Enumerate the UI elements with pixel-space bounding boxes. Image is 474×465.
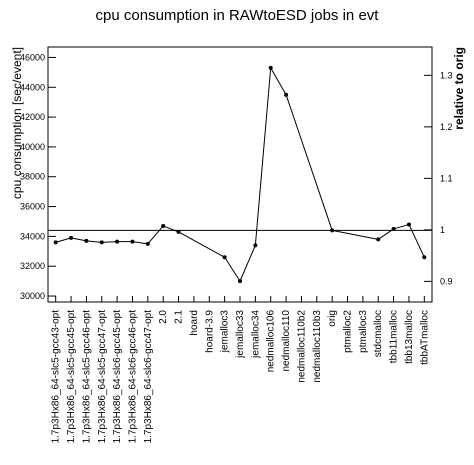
y-tick-label: 36000 [20,202,45,212]
y-tick-label: 30000 [20,291,45,301]
y-tick-label: 32000 [20,261,45,271]
point [284,92,289,97]
point [406,222,411,227]
line-segment [254,67,272,246]
line-segment [239,245,256,282]
point [130,239,135,244]
x-tick-label: hoard [189,310,200,336]
x-tick-label: 1.7p3Hx86_64-slc6-gcc46-opt [127,310,138,444]
line-segment [163,225,179,233]
x-tick-label: tbb11malloc [389,310,400,363]
line-segment [285,94,333,231]
point [268,65,273,70]
line-segment [377,228,394,240]
x-tick-label: stdcmalloc [373,310,384,357]
x-tick-label: jemalloc3 [220,310,231,354]
x-tick-label: ptmalloc3 [358,310,369,353]
line-segment [408,224,425,258]
y2-tick-label: 1.2 [440,122,453,132]
point [115,239,120,244]
y-tick-label: 42000 [20,112,45,122]
line-segment [178,231,225,258]
point [53,240,58,245]
x-tick-label: 1.7p3Hx86_64-slc5-gcc47-opt [97,310,108,444]
x-tick-label: tbbATmalloc [419,310,430,365]
x-tick-label: nedmalloc110b3 [312,310,323,383]
x-tick-label: jemalloc34 [250,310,261,359]
line-segment [101,241,118,243]
plot-frame [47,46,433,303]
y-tick-label: 46000 [20,52,45,62]
point [422,255,427,260]
x-tick-label: 1.7p3Hx86_64-slc5-gcc46-opt [81,310,92,444]
point [145,241,150,246]
y-axis-title: cpu consumption [sec/event] [10,47,24,199]
x-tick-label: orig [327,310,338,327]
point [161,223,166,228]
x-tick-label: tbb13malloc [404,310,415,364]
x-tick-label: 2.0 [158,310,169,324]
point [253,243,258,248]
line-segment [147,225,164,245]
line-segment [132,241,148,245]
point [376,237,381,242]
line-segment [86,240,102,243]
point [99,240,104,245]
x-tick-label: 1.7p3Hx86_64-slc6-gcc47-opt [143,310,154,444]
y-tick-label: 34000 [20,231,45,241]
x-tick-label: jemalloc33 [235,310,246,359]
line-segment [332,229,379,240]
y2-tick-label: 0.9 [440,276,453,286]
point [176,229,181,234]
x-tick-label: nedmalloc110b2 [296,310,307,383]
x-tick-label: nedmalloc110 [281,310,292,372]
point [69,235,74,240]
x-tick-label: 2.1 [174,310,185,324]
y-tick-label: 40000 [20,142,45,152]
point [391,226,396,231]
chart-title: cpu consumption in RAWtoESD jobs in evt [96,7,380,24]
y-tick-label: 38000 [20,172,45,182]
x-tick-label: 1.7p3Hx86_64-slc6-gcc45-opt [112,310,123,444]
x-tick-label: nedmalloc106 [266,310,277,373]
point [222,255,227,260]
x-tick-label: 1.7p3Hx86_64-slc5-gcc45-opt [66,310,77,444]
y2-tick-label: 1 [440,225,445,235]
line-segment [270,67,287,95]
y2-axis-title: relative to orig [452,47,466,130]
line-segment [70,237,87,242]
line-segment [393,223,410,230]
y2-tick-label: 1.1 [440,173,453,183]
point [238,279,242,284]
line-segment [224,256,241,282]
point [84,238,89,243]
y-tick-label: 44000 [20,82,45,92]
x-tick-label: 1.7p3Hx86_64-slc5-gcc43-opt [51,310,62,444]
line-segment [55,237,72,243]
point [330,228,335,233]
x-tick-label: ptmalloc2 [343,310,354,353]
y2-tick-label: 1.3 [440,70,453,80]
x-tick-label: hoard-3.9 [204,310,215,353]
